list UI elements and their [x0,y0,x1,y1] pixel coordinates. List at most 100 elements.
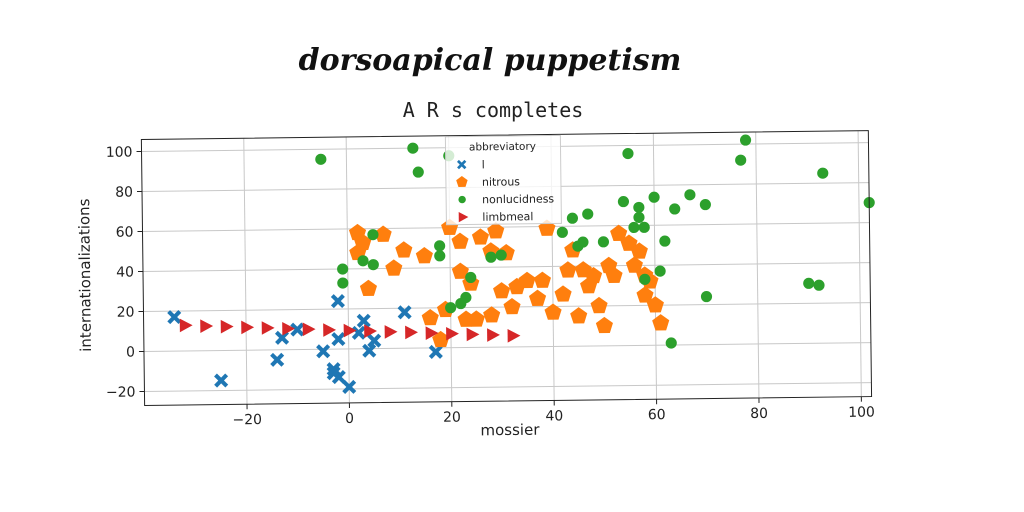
legend-marker [456,176,468,187]
x-axis-label: mossier [480,421,540,440]
data-point [405,325,418,340]
data-point [582,208,594,220]
data-point [577,236,589,248]
data-point [620,234,638,251]
y-grid-line [144,382,872,392]
data-point [528,289,547,306]
data-point [559,261,577,278]
data-point [483,306,501,323]
data-point [421,308,439,326]
data-point [636,286,654,303]
data-point [817,167,829,179]
data-point [633,201,645,213]
legend-label: nonlucidness [482,192,554,206]
data-point [487,222,505,239]
data-point [330,294,345,309]
data-point [261,321,275,335]
data-point [428,344,443,359]
data-point [357,255,369,267]
data-point [544,303,562,320]
x-tick-label: −20 [232,412,262,428]
data-point [374,225,392,242]
x-grid-line [857,130,862,397]
x-grid-line [652,133,658,400]
series-nitrous [348,218,670,348]
data-point [466,327,480,342]
data-point [432,330,450,348]
data-point [471,228,490,245]
series-nonlucidness [315,134,875,349]
data-point [659,235,671,247]
legend-title: abbreviatory [469,141,536,154]
data-point [467,310,485,327]
data-point [351,325,366,340]
data-point [384,325,398,339]
data-point [585,266,603,284]
data-point [364,324,378,338]
data-point [290,322,305,337]
data-point [316,344,331,359]
legend-label: l [482,158,485,171]
data-point [622,147,634,160]
legend-label: limbmeal [482,210,533,224]
y-grid-line [142,222,870,232]
y-grid-line [143,342,871,352]
data-point [507,329,521,343]
data-point [597,236,610,248]
data-point [337,263,349,275]
x-tick-label: 80 [750,406,768,422]
data-point [220,319,234,334]
data-point [270,352,285,367]
data-point [605,266,623,284]
data-point [487,328,500,342]
data-point [554,285,572,302]
x-grid-line [755,131,760,398]
x-tick-label: 0 [345,411,354,427]
y-grid-line [142,262,870,272]
x-tick-label: 60 [648,407,666,423]
data-point [684,189,696,201]
plot-area: −20 0 20 40 60 80 100 −20 0 20 40 60 80 100 mossier i… [75,130,875,440]
y-axis-label: internationalizations [75,198,95,352]
data-point [274,330,290,345]
data-point [654,265,666,277]
data-point [367,229,379,241]
data-point [362,343,377,358]
legend-label: nitrous [482,175,520,188]
data-point [803,277,815,289]
data-point [465,271,477,284]
x-tick-label: 40 [545,408,563,424]
legend: abbreviatory l nitrous nonlucidness limbmea… [444,134,562,226]
data-point [214,373,229,388]
data-point [179,318,193,333]
y-tick-label: 40 [116,265,134,281]
data-point [503,297,521,315]
y-tick-label: 20 [117,305,135,321]
data-point [630,242,648,259]
data-point [445,302,457,314]
data-point [302,322,316,337]
series-limbmeal [179,318,521,343]
data-point [359,279,378,297]
y-tick-label: 80 [115,185,133,201]
data-point [415,247,433,264]
data-point [451,232,469,249]
data-point [495,249,507,261]
data-point [628,221,640,234]
data-point [337,277,349,289]
data-point [669,203,681,215]
data-point [342,379,357,395]
data-point [434,250,446,262]
legend-marker [457,159,467,170]
x-grid-line [243,138,248,405]
y-tick-label: −20 [106,385,136,401]
data-point [665,337,677,349]
data-point [493,282,511,299]
data-point [315,153,327,165]
data-point [385,259,403,276]
data-point [412,166,424,178]
data-point [646,296,664,313]
data-point [625,256,643,273]
data-point [595,316,613,334]
